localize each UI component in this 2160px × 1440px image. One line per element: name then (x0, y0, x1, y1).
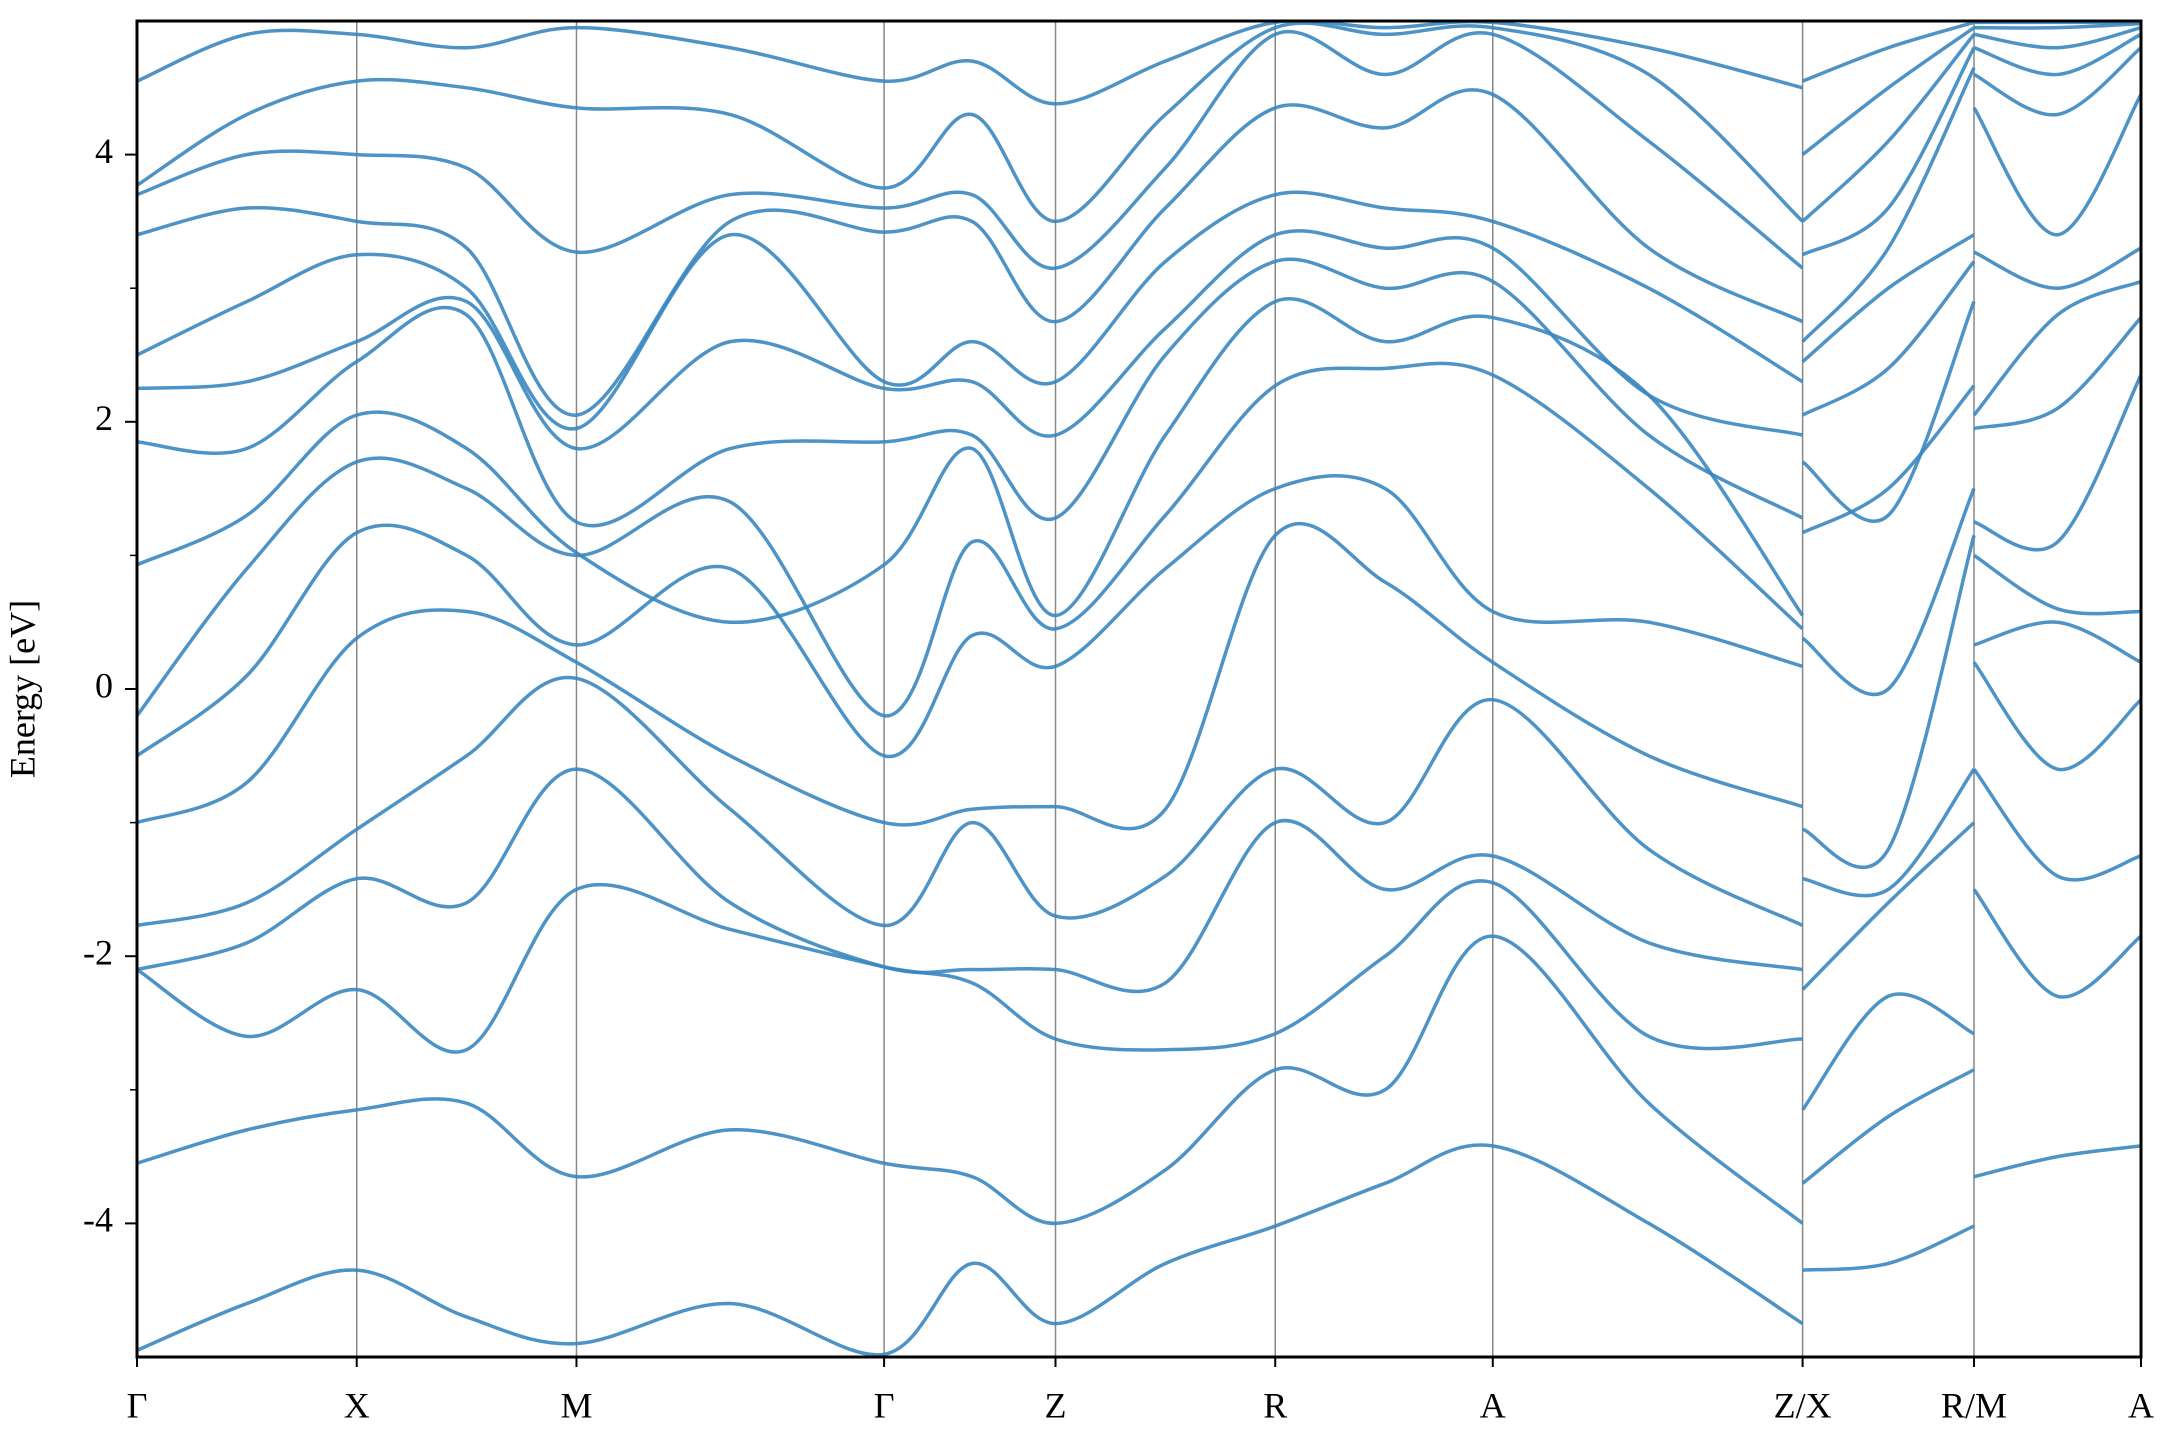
y-axis-label: Energy [eV] (2, 600, 42, 778)
bands (137, 21, 2141, 1357)
band (137, 46, 2141, 431)
axes: Γ X M Γ Z R A Z/X R/M A -4 -2 0 2 4 (83, 131, 2154, 1425)
x-tick-label: X (344, 1385, 370, 1425)
x-tick-label: Γ (874, 1385, 895, 1425)
y-tick-label: 2 (95, 398, 113, 438)
x-tick-label: M (560, 1385, 592, 1425)
band (137, 768, 2141, 1111)
band (137, 246, 2141, 528)
band (137, 620, 2141, 928)
plot-frame (135, 19, 2143, 1359)
y-tick-label: -2 (83, 932, 113, 972)
band (137, 93, 2141, 451)
grid (136, 21, 2142, 1357)
band (137, 1143, 2141, 1357)
x-tick-label: Z/X (1774, 1385, 1832, 1425)
x-tick-label: Γ (127, 1385, 148, 1425)
y-tick-label: 4 (95, 131, 113, 171)
y-tick-label: -4 (83, 1200, 113, 1240)
band (137, 21, 2141, 106)
y-tick-label: 0 (95, 665, 113, 705)
x-tick-label: R (1263, 1385, 1287, 1425)
band (137, 661, 2141, 994)
x-tick-label: Z (1045, 1385, 1067, 1425)
band (137, 888, 2141, 1226)
x-tick-label: A (1480, 1385, 1506, 1425)
band (137, 32, 2141, 417)
band (137, 521, 2141, 869)
band (137, 21, 2141, 224)
x-tick-label: R/M (1941, 1385, 2007, 1425)
band (137, 316, 2141, 718)
band (137, 374, 2141, 759)
band (137, 25, 2141, 270)
band (137, 279, 2141, 624)
x-tick-label: A (2128, 1385, 2154, 1425)
